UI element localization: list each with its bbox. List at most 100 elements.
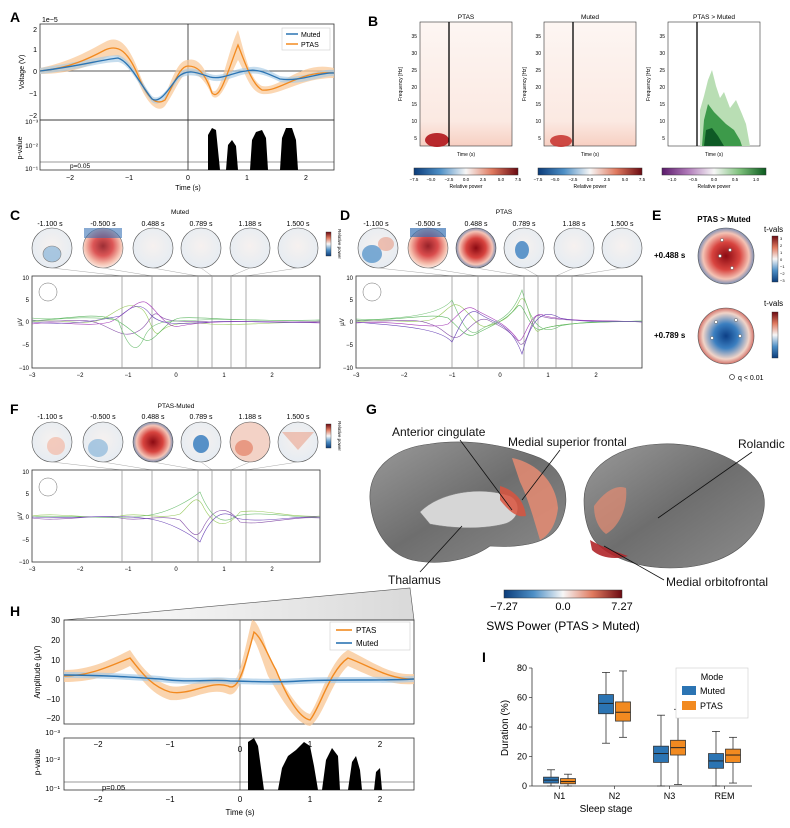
panel-b-cb-tick: −2.5 (445, 177, 454, 182)
topomap-blob (235, 440, 253, 456)
topo-connector (230, 461, 251, 471)
panel-e-cb-tick: −1 (780, 264, 785, 269)
panel-b-ytick: 20 (535, 85, 541, 91)
panel-d-time: 1.188 s (563, 221, 586, 228)
panel-i-boxplot: Duration (%) Sleep stage 0 20 40 60 80 N1 N2 N3… (500, 663, 752, 815)
erp-trace (31, 317, 321, 348)
topo-connector (102, 461, 153, 471)
panel-a-pval-fill (208, 128, 298, 170)
panel-a-xtick: 1 (245, 175, 249, 182)
panel-b-cb-tick: 0.0 (587, 177, 594, 182)
erp-ytick: 0 (350, 320, 354, 326)
panel-f-time: 0.488 s (142, 414, 165, 421)
panel-h-pval-frame (63, 737, 415, 791)
panel-c-time: 1.188 s (239, 221, 262, 228)
panel-b-ytick: 15 (411, 102, 417, 108)
panel-h-ylabel: Amplitude (µV) (33, 645, 42, 698)
panel-b-colorbar-1 (413, 167, 519, 176)
panel-h-xtick: 0 (238, 745, 243, 754)
erp-ytick: 10 (22, 470, 29, 476)
panel-b-cb-tick: 2.5 (604, 177, 611, 182)
brain-lateral-frontal (594, 486, 627, 534)
erp-ytick: −10 (19, 560, 30, 566)
panel-e-time-1: +0.488 s (654, 251, 686, 260)
topo-connector (245, 461, 299, 471)
pointer-rolandic (657, 451, 753, 519)
topo-connector (377, 267, 453, 277)
panel-e-cb-tick: 2 (780, 243, 783, 248)
sensor-layout-icon (362, 282, 382, 302)
erp-ytick: 0 (26, 320, 30, 326)
panel-i-legend-ptas: PTAS (700, 701, 723, 711)
panel-a-xtick: 2 (304, 175, 308, 182)
panel-b-ytick: 25 (659, 68, 665, 74)
panel-b-ytick: 25 (535, 68, 541, 74)
erp-xtick: −2 (77, 567, 85, 573)
topomap (553, 227, 595, 269)
panel-a-xtick: −2 (66, 175, 74, 182)
panel-a-xtick: −1 (125, 175, 133, 182)
panel-h-pval-tick: 10⁻² (45, 755, 60, 764)
panel-h-xlabel: Time (s) (225, 808, 254, 817)
panel-h-xtick: −1 (165, 740, 175, 749)
erp-ytick: 5 (26, 298, 30, 304)
panel-g-cb-title: SWS Power (PTAS > Muted) (486, 619, 640, 633)
topomap-blob (47, 437, 65, 455)
panel-a-pval-ylabel: p-value (17, 136, 24, 159)
erp-xtick: 2 (270, 373, 274, 379)
erp-ytick: −10 (343, 366, 354, 372)
sig-sensor (720, 238, 724, 242)
panel-h-xtick: 2 (378, 795, 383, 804)
erp-trace (31, 491, 321, 521)
panel-h-legend-muted: Muted (356, 639, 378, 648)
panel-c-ylabel: µV (18, 318, 24, 325)
topomap (229, 421, 271, 463)
panel-a-alpha-label: p=0.05 (70, 163, 90, 170)
panel-f: PTAS-Muted -1.100 s -0.500 s 0.488 s 0.7… (18, 403, 342, 573)
panel-c-time: 0.789 s (190, 221, 213, 228)
erp-xtick: −2 (77, 373, 85, 379)
panel-b-ylabel: Frequency [Hz] (646, 66, 652, 101)
panel-h-zoom-wedge (63, 587, 415, 621)
panel-h-xtick: 0 (238, 795, 243, 804)
erp-xtick: 2 (594, 373, 598, 379)
panel-h-ytick: 30 (51, 616, 60, 625)
erp-xtick: −1 (449, 373, 457, 379)
erp-trace (355, 289, 643, 333)
panel-e-cb-tick: −3 (780, 278, 785, 283)
panel-f-time: 1.188 s (239, 414, 262, 421)
panel-h-ytick: 20 (51, 636, 60, 645)
label-thalamus: Thalamus (388, 573, 441, 587)
panel-h-pval-ylabel: p-value (33, 748, 42, 775)
panel-b-cb-tick: 5.0 (622, 177, 629, 182)
panel-b-cb-tick: −1.0 (668, 177, 677, 182)
panel-a-legend-muted: Muted (301, 32, 321, 39)
topo-connector (200, 461, 213, 471)
panel-h-xtick: 1 (308, 795, 313, 804)
topo-connector (427, 267, 479, 277)
topo-connector (102, 267, 153, 277)
panel-i-legend-muted: Muted (700, 686, 725, 696)
panel-b-ytick: 5 (414, 136, 417, 142)
panel-i-ytick: 0 (522, 781, 527, 791)
panel-b-cb-tick: 0.0 (711, 177, 718, 182)
panel-b-title: PTAS (458, 14, 475, 21)
panel-c-title: Muted (171, 209, 189, 216)
panel-h-ytick: 0 (56, 675, 61, 684)
pointer-anterior-cingulate (459, 439, 513, 511)
erp-xtick: 0 (174, 567, 178, 573)
panel-b-ytick: 35 (411, 34, 417, 40)
erp-xtick: −3 (353, 373, 361, 379)
erp-xtick: 0 (174, 373, 178, 379)
erp-xtick: −1 (125, 567, 133, 573)
erp-ytick: 10 (346, 276, 353, 282)
panel-i-plot-area: 0 20 40 60 80 N1 N2 N3 REM (517, 663, 752, 801)
erp-ytick: −5 (22, 343, 30, 349)
erp-xtick: 1 (222, 567, 226, 573)
panel-f-time: 0.789 s (190, 414, 213, 421)
panel-b-ytick: 10 (411, 119, 417, 125)
panel-e-legend: q < 0.01 (738, 375, 764, 382)
erp-axes-cd: 10 5 0 −5 −10 10 5 0 −5 −10 −3 −2 −1 0 1… (19, 276, 599, 379)
panel-a-xlabel: Time (s) (175, 185, 200, 192)
